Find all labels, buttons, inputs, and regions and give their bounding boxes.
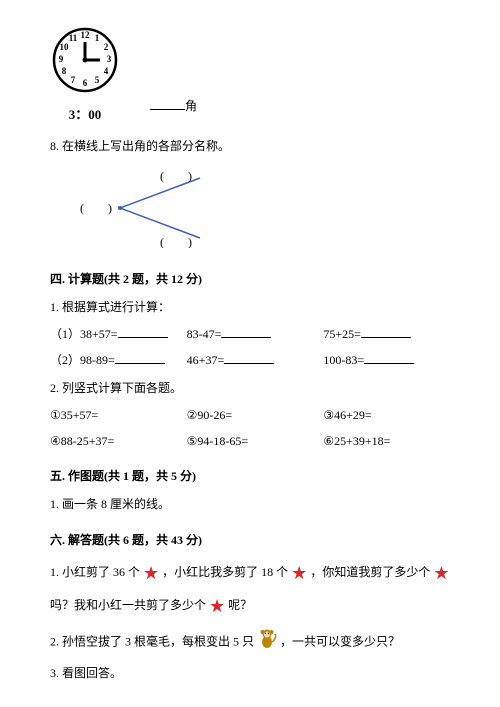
svg-text:6: 6 xyxy=(83,78,88,88)
vcalc-5: ⑤94-18-65= xyxy=(187,431,314,453)
vertex-label: ( ) xyxy=(80,201,112,215)
angle-diagram: ( ) ( ) ( ) xyxy=(80,168,450,256)
s6q2-p2: ，一共可以变多少只？ xyxy=(280,634,400,648)
s4-q1-text: 1. 根据算式进行计算： xyxy=(50,297,450,319)
calc-1a: （1）38+57= xyxy=(50,327,118,341)
monkey-icon xyxy=(257,628,277,658)
bottom-edge-label: ( ) xyxy=(160,235,192,248)
svg-text:1: 1 xyxy=(95,33,100,43)
vcalc-3: ③46+29= xyxy=(323,405,450,427)
calc-1c: 75+25= xyxy=(323,327,361,341)
vcalc-2: ②90-26= xyxy=(187,405,314,427)
svg-text:2: 2 xyxy=(104,42,109,52)
clock-time-label: 3：00 xyxy=(50,103,120,126)
calc-2c: 100-83= xyxy=(323,353,364,367)
svg-text:11: 11 xyxy=(69,33,78,43)
clock-icon: 12 1 2 3 4 5 6 7 8 9 10 11 xyxy=(50,25,120,95)
s6-q3: 3. 看图回答。 xyxy=(50,663,450,685)
vcalc-1: ①35+57= xyxy=(50,405,177,427)
s6q1-p3: ，你知道我剪了多少个 xyxy=(310,565,430,579)
star-icon: ★ xyxy=(433,563,449,583)
s4-q2-row1: ①35+57= ②90-26= ③46+29= xyxy=(50,405,450,427)
s6q1-p4: 吗？我和小红一共剪了多少个 xyxy=(50,597,206,611)
angle-blank xyxy=(150,98,185,110)
q8-text: 8. 在横线上写出角的各部分名称。 xyxy=(50,136,450,158)
svg-text:10: 10 xyxy=(60,42,70,52)
calc-2b: 46+37= xyxy=(187,353,225,367)
calc-1b: 83-47= xyxy=(187,327,222,341)
section4-header: 四. 计算题(共 2 题，共 12 分) xyxy=(50,269,450,291)
star-icon: ★ xyxy=(291,563,307,583)
svg-text:9: 9 xyxy=(59,54,64,64)
calc-2a: （2）98-89= xyxy=(50,353,115,367)
s4-q1-row2: （2）98-89= 46+37= 100-83= xyxy=(50,350,450,372)
s6q1-p2: ，小红比我多剪了 18 个 xyxy=(162,565,288,579)
s6-q2: 2. 孙悟空拔了 3 根毫毛，每根变出 5 只 ，一共可以变多少只？ xyxy=(50,628,450,658)
s4-q1-row1: （1）38+57= 83-47= 75+25= xyxy=(50,324,450,346)
svg-text:12: 12 xyxy=(81,30,91,40)
s5-q1: 1. 画一条 8 厘米的线。 xyxy=(50,494,450,516)
vcalc-4: ④88-25+37= xyxy=(50,431,177,453)
svg-text:7: 7 xyxy=(71,75,76,85)
top-edge-label: ( ) xyxy=(160,169,192,183)
vcalc-6: ⑥25+39+18= xyxy=(323,431,450,453)
svg-text:3: 3 xyxy=(107,54,112,64)
svg-text:4: 4 xyxy=(104,66,109,76)
clock-section: 12 1 2 3 4 5 6 7 8 9 10 11 3：00 xyxy=(50,25,450,126)
section5-header: 五. 作图题(共 1 题，共 5 分) xyxy=(50,466,450,488)
star-icon: ★ xyxy=(209,596,225,616)
s6-q1: 1. 小红剪了 36 个 ★ ，小红比我多剪了 18 个 ★ ，你知道我剪了多少… xyxy=(50,557,450,622)
star-icon: ★ xyxy=(143,563,159,583)
angle-suffix: 角 xyxy=(185,99,197,113)
section6-header: 六. 解答题(共 6 题，共 43 分) xyxy=(50,530,450,552)
s6q2-p1: 2. 孙悟空拔了 3 根毫毛，每根变出 5 只 xyxy=(50,634,254,648)
s6q1-p1: 1. 小红剪了 36 个 xyxy=(50,565,140,579)
svg-text:8: 8 xyxy=(62,66,67,76)
svg-text:5: 5 xyxy=(95,75,100,85)
s4-q2-row2: ④88-25+37= ⑤94-18-65= ⑥25+39+18= xyxy=(50,431,450,453)
s4-q2-text: 2. 列竖式计算下面各题。 xyxy=(50,378,450,400)
s6q1-p5: 呢？ xyxy=(228,597,252,611)
